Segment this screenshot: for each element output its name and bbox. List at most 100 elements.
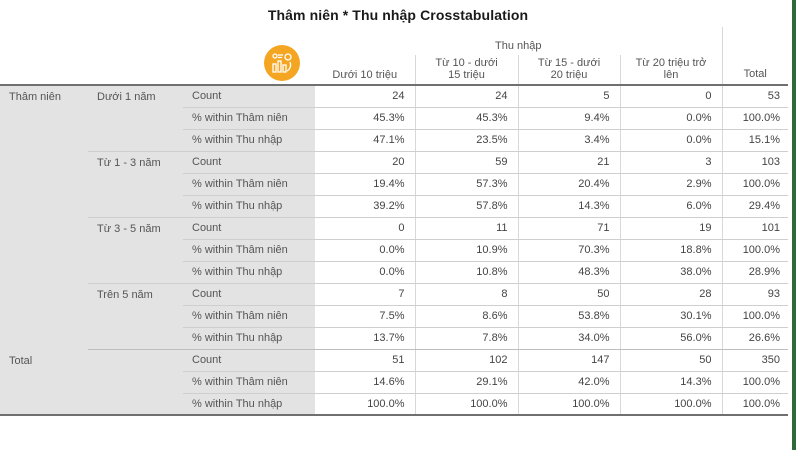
cell-total: 100.0% [721,371,788,394]
group-label: Trên 5 năm [88,283,183,350]
cell-value: 38.0% [619,261,722,284]
cell-value: 102 [414,349,518,372]
header-col-4: Từ 20 triệu trở lên [619,55,722,86]
cell-value: 29.1% [414,371,518,394]
cell-value: 53.8% [517,305,620,328]
cell-value: 0.0% [315,239,415,262]
table-row: Trên 5 năm Count 7 8 50 28 93 [0,283,788,350]
cell-value: 23.5% [414,129,518,152]
cell-value: 147 [517,349,620,372]
table-row: Từ 3 - 5 năm Count 0 11 71 19 101 [0,217,788,284]
table-row: % within Thu nhập 13.7% 7.8% 34.0% 56.0%… [0,327,788,350]
cell-value: 0.0% [619,129,722,152]
table-row: % within Thu nhập 0.0% 10.8% 48.3% 38.0%… [0,261,788,284]
cell-value: 18.8% [619,239,722,262]
group-label: Từ 3 - 5 năm [88,217,183,284]
window-edge [792,0,796,450]
table-row: % within Thu nhập 47.1% 23.5% 3.4% 0.0% … [0,129,788,152]
crosstab-table: Thu nhập Total Dưới 10 triệu Từ 10 - dướ… [0,27,788,416]
table-row: % within Thâm niên 19.4% 57.3% 20.4% 2.9… [0,173,788,196]
row-variable-label: Thâm niên [0,85,88,349]
total-label: Total [0,349,183,416]
cell-value: 100.0% [414,393,518,416]
stat-label: % within Thâm niên [183,239,315,262]
table-row: % within Thâm niên 45.3% 45.3% 9.4% 0.0%… [0,107,788,130]
stat-label: % within Thu nhập [183,393,315,416]
cell-total: 100.0% [721,173,788,196]
cell-value: 0.0% [619,107,722,130]
header-col-3-line2: 20 triệu [550,69,588,81]
cell-value: 14.3% [619,371,722,394]
table-row-total: % within Thâm niên 14.6% 29.1% 42.0% 14.… [0,371,788,394]
cell-value: 9.4% [517,107,620,130]
header-col-1: Dưới 10 triệu [315,55,415,86]
cell-value: 3.4% [517,129,620,152]
group-label: Dưới 1 năm [88,85,183,152]
cell-value: 10.8% [414,261,518,284]
cell-value: 47.1% [315,129,415,152]
cell-value: 59 [414,151,518,174]
cell-value: 45.3% [414,107,518,130]
cell-total: 100.0% [721,305,788,328]
header-total: Total [721,27,788,86]
cell-value: 20.4% [517,173,620,196]
stat-label: % within Thâm niên [183,371,315,394]
cell-value: 24 [315,85,415,108]
cell-value: 48.3% [517,261,620,284]
cell-value: 20 [315,151,415,174]
cell-value: 57.3% [414,173,518,196]
header-col-4-line2: lên [663,69,679,81]
header-col-3-line1: Từ 15 - dưới [537,57,601,69]
cell-total: 100.0% [721,107,788,130]
cell-value: 42.0% [517,371,620,394]
table-row-total: % within Thu nhập 100.0% 100.0% 100.0% 1… [0,393,788,416]
header-col-2-line1: Từ 10 - dưới [435,57,498,69]
cell-value: 30.1% [619,305,722,328]
table-row: % within Thu nhập 39.2% 57.8% 14.3% 6.0%… [0,195,788,218]
table-row: Từ 1 - 3 năm Count 20 59 21 3 103 [0,151,788,218]
cell-value: 100.0% [517,393,620,416]
stat-label: Count [183,85,315,108]
table-row: Thâm niên Dưới 1 năm Count 24 24 5 0 53 [0,85,788,349]
cell-total: 15.1% [721,129,788,152]
cell-value: 19 [619,217,722,240]
cell-total: 100.0% [721,239,788,262]
header-total-label: Total [743,68,767,80]
cell-value: 100.0% [315,393,415,416]
cell-total: 29.4% [721,195,788,218]
cell-value: 8 [414,283,518,306]
stat-label: Count [183,283,315,306]
stat-label: Count [183,349,315,372]
stat-label: Count [183,217,315,240]
cell-value: 8.6% [414,305,518,328]
cell-value: 7 [315,283,415,306]
cell-total: 28.9% [721,261,788,284]
cell-value: 71 [517,217,620,240]
cell-total: 103 [721,151,788,174]
cell-value: 2.9% [619,173,722,196]
cell-value: 14.6% [315,371,415,394]
cell-value: 14.3% [517,195,620,218]
stat-label: Count [183,151,315,174]
header-col-2-line2: 15 triệu [448,69,485,81]
header-stub [0,27,315,86]
cell-value: 6.0% [619,195,722,218]
cell-value: 0.0% [315,261,415,284]
cell-value: 21 [517,151,620,174]
cell-value: 51 [315,349,415,372]
cell-total: 93 [721,283,788,306]
cell-value: 100.0% [619,393,722,416]
header-spanner: Thu nhập [495,40,542,52]
cell-value: 50 [619,349,722,372]
cell-total: 101 [721,217,788,240]
cell-total: 53 [721,85,788,108]
cell-value: 0 [619,85,722,108]
group-label: Từ 1 - 3 năm [88,151,183,218]
cell-value: 5 [517,85,620,108]
table-title: Thâm niên * Thu nhập Crosstabulation [267,7,529,23]
table-row-total: Total Count 51 102 147 50 350 [0,349,788,416]
stat-label: % within Thâm niên [183,173,315,196]
header-col-3: Từ 15 - dưới 20 triệu [517,55,620,86]
cell-value: 0 [315,217,415,240]
